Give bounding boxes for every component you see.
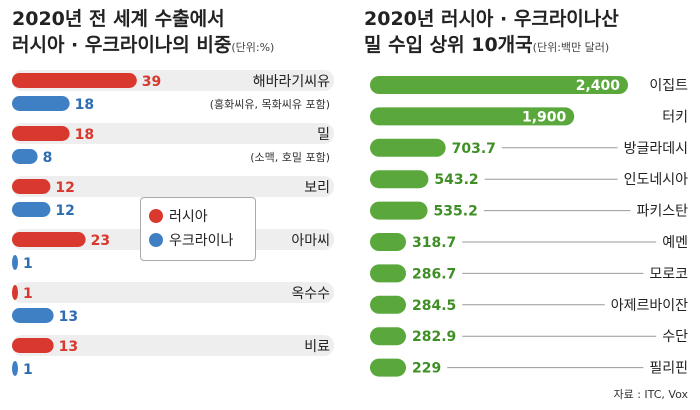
value-label: 286.7 bbox=[412, 266, 456, 282]
category-track bbox=[12, 123, 334, 144]
bar-russia bbox=[12, 232, 86, 247]
bar-wheat-import bbox=[370, 170, 429, 189]
bar-russia bbox=[12, 285, 18, 300]
category-note: (소맥, 호밀 포함) bbox=[250, 151, 330, 164]
category-label: 아마씨 bbox=[291, 233, 330, 249]
value-label: 2,400 bbox=[576, 78, 621, 94]
right-chart-title-line1: 2020년 러시아 · 우크라이나산 bbox=[364, 8, 619, 30]
category-label: 이집트 bbox=[649, 78, 688, 94]
value-label-ukraine: 13 bbox=[59, 309, 78, 325]
right-chart-unit: (단위:백만 달러) bbox=[532, 41, 610, 54]
legend: 러시아 우크라이나 bbox=[140, 197, 256, 261]
bar-russia bbox=[12, 126, 70, 141]
left-chart-title-line2-text: 러시아 · 우크라이나의 비중 bbox=[12, 34, 232, 56]
category-label: 예멘 bbox=[662, 235, 688, 251]
category-track bbox=[12, 176, 334, 197]
category-label: 아제르바이잔 bbox=[611, 298, 688, 314]
value-label-ukraine: 1 bbox=[23, 362, 33, 378]
category-label: 보리 bbox=[304, 180, 330, 196]
bar-ukraine bbox=[12, 255, 18, 270]
value-label: 703.7 bbox=[452, 141, 496, 157]
legend-swatch-ukraine bbox=[149, 233, 163, 247]
category-label: 밀 bbox=[317, 127, 330, 143]
bar-wheat-import bbox=[370, 138, 446, 157]
legend-swatch-russia bbox=[149, 209, 163, 223]
bar-russia bbox=[12, 179, 51, 194]
category-label: 비료 bbox=[304, 339, 330, 355]
value-label-russia: 1 bbox=[23, 286, 33, 302]
bar-ukraine bbox=[12, 149, 38, 164]
bar-wheat-import bbox=[370, 327, 406, 346]
left-chart-unit: (단위:%) bbox=[231, 41, 275, 54]
value-label-ukraine: 18 bbox=[75, 97, 94, 113]
bar-ukraine bbox=[12, 361, 18, 376]
category-label: 수단 bbox=[662, 329, 688, 345]
right-chart-panel: 2020년 러시아 · 우크라이나산 밀 수입 상위 10개국(단위:백만 달러… bbox=[350, 0, 700, 410]
value-label: 1,900 bbox=[522, 109, 567, 125]
category-label: 파키스탄 bbox=[636, 204, 688, 220]
category-label: 옥수수 bbox=[291, 286, 330, 302]
category-label: 인도네시아 bbox=[624, 172, 689, 188]
right-bar-chart: 2,400 이집트 1,900 터키 703.7 방글라데시 543.2 인도네시아 535.2… bbox=[370, 76, 689, 377]
left-chart-panel: 2020년 전 세계 수출에서 러시아 · 우크라이나의 비중(단위:%) 39… bbox=[12, 8, 334, 378]
category-label: 방글라데시 bbox=[624, 141, 688, 157]
value-label-ukraine: 8 bbox=[43, 150, 53, 166]
category-label: 모로코 bbox=[649, 266, 688, 282]
bar-wheat-import bbox=[370, 107, 575, 126]
left-chart-title-line2: 러시아 · 우크라이나의 비중(단위:%) bbox=[12, 32, 274, 61]
value-label-russia: 12 bbox=[55, 180, 74, 196]
legend-label-ukraine: 우크라이나 bbox=[169, 233, 234, 249]
bar-russia bbox=[12, 338, 54, 353]
value-label-russia: 39 bbox=[142, 74, 161, 90]
category-track bbox=[12, 282, 334, 303]
category-track bbox=[12, 335, 334, 356]
category-label: 해바라기씨유 bbox=[253, 74, 330, 90]
legend-label-russia: 러시아 bbox=[169, 209, 208, 225]
bar-wheat-import bbox=[370, 264, 406, 283]
value-label-ukraine: 1 bbox=[23, 256, 33, 272]
value-label: 318.7 bbox=[412, 235, 456, 251]
category-note: (홍화씨유, 목화씨유 포함) bbox=[210, 97, 330, 111]
bar-ukraine bbox=[12, 308, 54, 323]
category-label: 터키 bbox=[662, 109, 688, 125]
category-label: 필리핀 bbox=[649, 361, 688, 377]
bar-ukraine bbox=[12, 96, 70, 111]
value-label: 282.9 bbox=[412, 329, 456, 345]
value-label-russia: 18 bbox=[75, 127, 94, 143]
value-label: 284.5 bbox=[412, 298, 456, 314]
bar-wheat-import bbox=[370, 295, 406, 314]
bar-wheat-import bbox=[370, 358, 406, 377]
right-chart-title-line2: 밀 수입 상위 10개국(단위:백만 달러) bbox=[364, 32, 609, 61]
left-chart-title-line1: 2020년 전 세계 수출에서 bbox=[12, 8, 225, 30]
bar-wheat-import bbox=[370, 201, 428, 220]
bar-wheat-import bbox=[370, 76, 628, 94]
source-note: 자료 : ITC, Vox bbox=[613, 388, 688, 401]
value-label: 229 bbox=[412, 361, 441, 377]
value-label: 535.2 bbox=[434, 204, 478, 220]
bar-ukraine bbox=[12, 202, 51, 217]
right-chart-title-line2-text: 밀 수입 상위 10개국 bbox=[364, 34, 533, 56]
value-label: 543.2 bbox=[434, 172, 478, 188]
value-label-russia: 23 bbox=[91, 233, 110, 249]
value-label-russia: 13 bbox=[59, 339, 78, 355]
legend-item-russia: 러시아 bbox=[149, 205, 208, 227]
bar-russia bbox=[12, 73, 137, 88]
bar-wheat-import bbox=[370, 233, 406, 251]
legend-item-ukraine: 우크라이나 bbox=[149, 229, 233, 251]
value-label-ukraine: 12 bbox=[55, 203, 74, 219]
